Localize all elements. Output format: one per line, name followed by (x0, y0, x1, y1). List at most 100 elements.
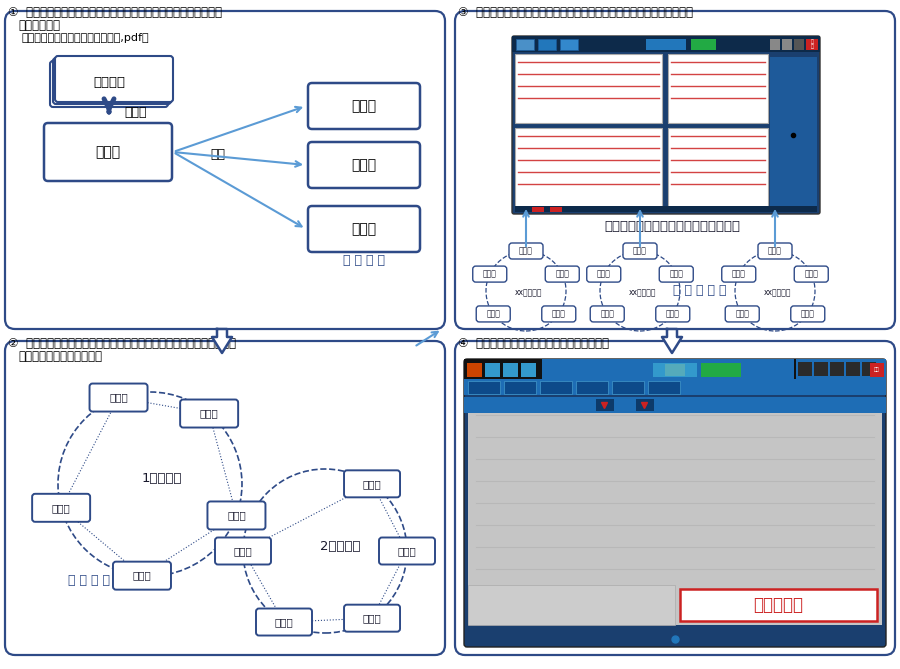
Text: 学生機: 学生機 (52, 503, 70, 513)
FancyBboxPatch shape (806, 39, 816, 50)
Text: 終
了: 終 了 (811, 39, 814, 50)
FancyBboxPatch shape (862, 362, 876, 376)
Polygon shape (212, 329, 232, 353)
Text: 学生機: 学生機 (398, 546, 417, 556)
Text: 学生機: 学生機 (670, 270, 683, 278)
FancyBboxPatch shape (660, 266, 693, 282)
FancyBboxPatch shape (791, 306, 824, 322)
FancyBboxPatch shape (782, 39, 792, 50)
Text: xxグループ: xxグループ (629, 288, 657, 298)
Text: 学生機: 学生機 (363, 479, 382, 489)
FancyBboxPatch shape (379, 537, 435, 565)
Text: 学生機: 学生機 (274, 617, 293, 627)
Text: 学生機: 学生機 (109, 393, 128, 403)
FancyBboxPatch shape (540, 381, 572, 394)
Text: ・ ・ ・ ・ ・ ・ ・: ・ ・ ・ ・ ・ ・ ・ (68, 575, 145, 587)
FancyBboxPatch shape (512, 36, 820, 52)
FancyBboxPatch shape (509, 243, 543, 259)
FancyBboxPatch shape (464, 359, 886, 379)
Text: ④  回収された結果を拡大表示して発表する。: ④ 回収された結果を拡大表示して発表する。 (458, 337, 609, 350)
Text: コピー: コピー (124, 106, 147, 118)
FancyBboxPatch shape (542, 359, 794, 379)
Text: 配布: 配布 (210, 149, 225, 161)
FancyBboxPatch shape (668, 128, 768, 209)
Text: を共有しながらまとめる。: を共有しながらまとめる。 (18, 350, 102, 363)
FancyBboxPatch shape (215, 537, 271, 565)
FancyBboxPatch shape (308, 83, 420, 129)
Text: 学生機: 学生機 (132, 571, 151, 581)
FancyBboxPatch shape (464, 359, 886, 647)
FancyBboxPatch shape (701, 363, 741, 377)
FancyBboxPatch shape (770, 39, 780, 50)
FancyBboxPatch shape (308, 206, 420, 252)
FancyBboxPatch shape (464, 379, 886, 395)
FancyBboxPatch shape (648, 381, 680, 394)
Text: 調査資料: 調査資料 (93, 76, 125, 88)
FancyBboxPatch shape (587, 266, 621, 282)
FancyBboxPatch shape (515, 128, 662, 209)
FancyBboxPatch shape (691, 39, 716, 50)
FancyBboxPatch shape (476, 306, 510, 322)
FancyBboxPatch shape (612, 381, 644, 394)
Text: 学生機: 学生機 (805, 270, 818, 278)
FancyBboxPatch shape (798, 362, 812, 376)
Text: 学生機: 学生機 (597, 270, 611, 278)
FancyBboxPatch shape (464, 397, 886, 413)
FancyBboxPatch shape (472, 266, 507, 282)
FancyBboxPatch shape (623, 243, 657, 259)
Text: 学生機: 学生機 (486, 310, 500, 318)
FancyBboxPatch shape (587, 39, 740, 50)
Text: 2グループ: 2グループ (320, 539, 360, 553)
FancyBboxPatch shape (814, 362, 828, 376)
FancyBboxPatch shape (344, 470, 400, 497)
FancyBboxPatch shape (576, 381, 608, 394)
FancyBboxPatch shape (208, 502, 266, 529)
FancyBboxPatch shape (467, 363, 482, 377)
Text: xxグループ: xxグループ (764, 288, 792, 298)
FancyBboxPatch shape (545, 266, 580, 282)
FancyBboxPatch shape (590, 306, 625, 322)
FancyBboxPatch shape (653, 363, 697, 377)
Text: グループディスカッション結果を回収: グループディスカッション結果を回収 (604, 221, 740, 233)
FancyBboxPatch shape (113, 562, 171, 589)
Text: ②  配布された資料に対してグループで判例解釈について議論し、意見: ② 配布された資料に対してグループで判例解釈について議論し、意見 (8, 337, 236, 350)
FancyBboxPatch shape (646, 39, 686, 50)
FancyBboxPatch shape (550, 207, 562, 212)
FancyBboxPatch shape (542, 306, 576, 322)
FancyBboxPatch shape (5, 341, 445, 655)
FancyBboxPatch shape (795, 266, 828, 282)
Text: 教師機: 教師機 (95, 145, 121, 159)
FancyBboxPatch shape (680, 589, 877, 621)
FancyBboxPatch shape (796, 359, 886, 379)
Text: ・ ・ ・ ・: ・ ・ ・ ・ (343, 254, 385, 268)
Text: xxグループ: xxグループ (515, 288, 543, 298)
Text: 学生機: 学生機 (363, 613, 382, 623)
FancyBboxPatch shape (515, 206, 817, 212)
Text: 学生機: 学生機 (735, 310, 749, 318)
FancyBboxPatch shape (830, 362, 844, 376)
Text: ③  グループディスカッションでまとめられた結果を教師機で回収する。: ③ グループディスカッションでまとめられた結果を教師機で回収する。 (458, 6, 693, 19)
Text: 学生機: 学生機 (234, 546, 252, 556)
Text: 学生機: 学生機 (351, 222, 376, 236)
FancyBboxPatch shape (596, 399, 614, 411)
Text: 学生機: 学生機 (351, 158, 376, 172)
Text: 学生機: 学生機 (600, 310, 614, 318)
Text: 学生機: 学生機 (482, 270, 497, 278)
FancyBboxPatch shape (53, 58, 171, 104)
FancyBboxPatch shape (722, 266, 756, 282)
FancyBboxPatch shape (725, 306, 760, 322)
Text: 学生機: 学生機 (552, 310, 566, 318)
FancyBboxPatch shape (504, 381, 536, 394)
Text: 学生機: 学生機 (801, 310, 814, 318)
FancyBboxPatch shape (668, 54, 768, 123)
FancyBboxPatch shape (55, 56, 173, 102)
Text: 学生機: 学生機 (768, 246, 782, 256)
Text: 学生機: 学生機 (633, 246, 647, 256)
FancyBboxPatch shape (5, 11, 445, 329)
FancyBboxPatch shape (468, 585, 675, 625)
FancyBboxPatch shape (846, 362, 860, 376)
Text: 1グループ: 1グループ (142, 472, 182, 486)
FancyBboxPatch shape (806, 39, 818, 50)
Text: 学生機: 学生機 (519, 246, 533, 256)
FancyBboxPatch shape (180, 399, 238, 427)
